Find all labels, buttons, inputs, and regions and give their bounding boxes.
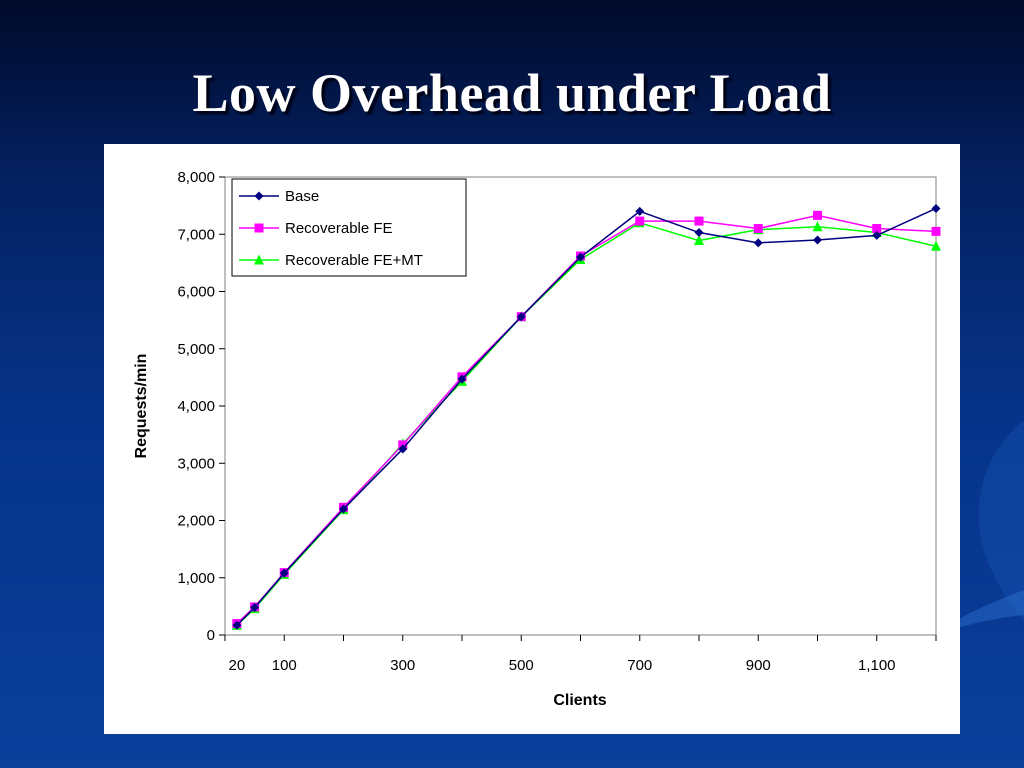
legend-marker [254, 254, 264, 265]
line-chart: Requests/min Clients 0 1,000 2,000 3,000 4,0… [133, 169, 941, 709]
data-point [457, 374, 467, 384]
data-point [872, 230, 882, 240]
data-point [635, 216, 645, 226]
x-tick-label: 100 [272, 657, 297, 674]
data-point [694, 235, 704, 246]
data-point [279, 568, 289, 578]
data-point [232, 620, 242, 630]
y-tick-label: 3,000 [177, 455, 215, 472]
data-point [516, 312, 526, 322]
legend-label: Recoverable FE [285, 220, 393, 237]
data-point [694, 216, 704, 226]
data-point [753, 224, 763, 234]
legend-marker [254, 223, 264, 233]
legend-marker [254, 191, 264, 201]
y-tick-label: 1,000 [177, 570, 215, 587]
y-tick-label: 8,000 [177, 169, 215, 186]
data-point [813, 235, 822, 245]
y-tick-label: 7,000 [177, 226, 215, 243]
x-tick-label: 300 [390, 657, 415, 674]
legend-item: Recoverable FE+MT [239, 252, 423, 269]
data-point [398, 444, 408, 454]
data-point [812, 221, 823, 232]
chart-panel: Requests/min Clients 0 1,000 2,000 3,000 4,0… [104, 144, 960, 734]
data-point [339, 504, 348, 514]
legend-item: Base [239, 188, 319, 205]
x-tick-label: 700 [627, 657, 652, 674]
x-tick-label: 20 [229, 657, 246, 674]
legend-label: Recoverable FE+MT [285, 252, 423, 269]
legend: Base Recoverable FE Recoverable FE+MT [231, 178, 467, 277]
data-point [813, 210, 822, 220]
y-axis-title: Requests/min [133, 354, 150, 459]
data-point [694, 228, 704, 238]
y-tick-label: 2,000 [177, 513, 215, 530]
data-point [931, 203, 941, 213]
data-point [931, 226, 941, 236]
data-point [576, 252, 585, 262]
legend-item: Recoverable FE [239, 220, 393, 237]
x-tick-label: 500 [509, 657, 534, 674]
x-tick-label: 1,100 [858, 657, 896, 674]
y-tick-label: 5,000 [177, 341, 215, 358]
y-tick-label: 4,000 [177, 398, 215, 415]
data-point [872, 224, 882, 234]
x-axis-title: Clients [553, 692, 606, 709]
y-tick-label: 6,000 [177, 284, 215, 301]
data-point [753, 238, 763, 248]
series-layer [231, 203, 941, 630]
legend-label: Base [285, 188, 319, 205]
series-base [232, 203, 941, 630]
x-tick-label: 900 [746, 657, 771, 674]
data-point [635, 206, 645, 216]
data-point [250, 603, 260, 613]
data-point [931, 240, 941, 251]
axes: 0 1,000 2,000 3,000 4,000 5,000 6,000 7,000 8,00… [177, 169, 937, 674]
y-tick-label: 0 [207, 627, 215, 644]
slide-title: Low Overhead under Load [192, 63, 832, 123]
series-line [236, 207, 937, 626]
